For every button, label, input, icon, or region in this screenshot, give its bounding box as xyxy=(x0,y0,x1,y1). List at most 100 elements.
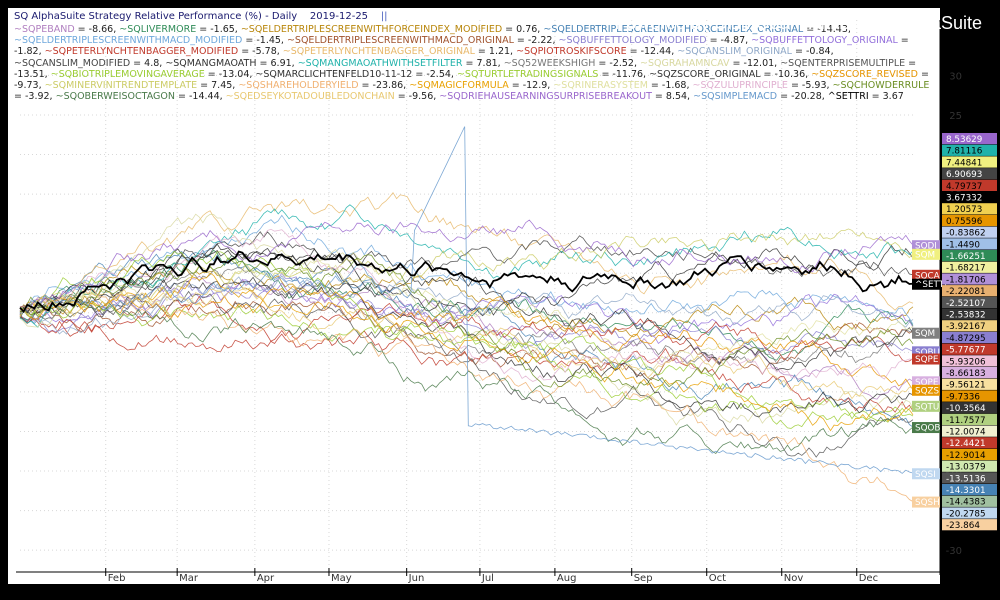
chart-date: 2019-12-25 xyxy=(309,11,369,22)
value-tag-label: -2.52107 xyxy=(946,299,986,309)
value-tag-label: -14.3301 xyxy=(946,486,986,496)
legend-entry-name: ~SQPETERLYNCHTENBAGGER_MODIFIED xyxy=(44,46,239,58)
line-end-tag-label: SQZS xyxy=(915,386,940,396)
legend-entry: ~SQEDSEYKOTADOUBLEDONCHAIN = -9.56, xyxy=(226,91,440,102)
line-end-tag-label: SQCA xyxy=(915,271,940,281)
legend-entry: ~SQMANGMAOATH = 6.91, xyxy=(165,58,297,69)
legend-entry-value: = 4.8, xyxy=(130,57,166,69)
value-tag xyxy=(942,472,997,484)
legend-entry-name: ~SQRINERASYSTEM xyxy=(553,80,648,92)
line-end-tag xyxy=(912,496,940,508)
legend-entry-value: = -23.86, xyxy=(358,80,410,92)
legend-entry-value: = -10.36, xyxy=(760,68,812,80)
legend-entry-value: = -5.78, xyxy=(238,46,283,58)
line-end-tag-label: SQTU xyxy=(915,402,939,412)
x-tick-label: Nov xyxy=(784,573,804,584)
legend-entry-value: = -8.66, xyxy=(74,24,120,35)
legend-entry: ~SQZSCORE_ORIGINAL = -10.36, xyxy=(649,69,811,80)
legend-entry: ~SQMINERVINITRENDTEMPLATE = 7.45, xyxy=(45,80,239,91)
legend-entry-value: = 6.91, xyxy=(256,57,298,69)
value-tag xyxy=(942,156,997,168)
legend-entry-value: = -5.93, xyxy=(787,80,833,92)
line-end-tag xyxy=(912,240,940,252)
value-tag xyxy=(942,402,997,414)
legend-entry-value: = -3.92, xyxy=(14,91,56,103)
value-tag-label: -1.81706 xyxy=(946,275,986,285)
legend-entry: ~SQMANGMAOATHWITHSETFILTER = 7.81, xyxy=(298,58,504,69)
legend-entry-name: ~SQPIOTROSKIFSCORE xyxy=(516,46,627,58)
value-tag-label: -12.4421 xyxy=(946,439,986,449)
legend-entry: ~SQZULUPRINCIPLE = -5.93, xyxy=(693,80,833,91)
legend-entry-value: = -9.73, xyxy=(14,68,929,92)
value-tag-label: 8.53629 xyxy=(946,135,982,145)
legend-entry-name: ~SQCHOWDERRULE xyxy=(832,80,930,92)
line-end-tag-label: SQM xyxy=(915,329,935,339)
value-tag xyxy=(942,226,997,238)
value-tag xyxy=(942,413,997,425)
legend-entry-value: = -12.44, xyxy=(626,46,678,58)
legend-entry: ~SQCANSLIM_ORIGINAL = -0.84, xyxy=(677,46,833,57)
legend-entry: ~SQLIVERMORE = -1.65, xyxy=(119,24,241,35)
legend-entry-name: ~SQBUFFETTOLOGY_ORIGINAL xyxy=(751,35,898,47)
value-tag xyxy=(942,425,997,437)
line-end-tag-label: ^SETTI xyxy=(915,280,947,290)
legend-entry: ~SQZSCORE_REVISED = -9.73, xyxy=(14,69,929,91)
value-tag xyxy=(942,507,997,519)
series-line-25 xyxy=(19,272,914,432)
legend-entry-value: = -11.76, xyxy=(598,68,650,80)
legend-entry-name: ~SQELDERTRIPLESCREENWITHMACD_MODIFIED xyxy=(14,35,243,47)
legend-entry: ~SQPETERLYNCHTENBAGGER_ORIGINAL = 1.21, xyxy=(283,46,516,57)
line-end-tag-label: SQM xyxy=(915,250,935,260)
x-tick-label: Apr xyxy=(257,573,275,584)
legend-entry: ~SQPEBAND = -8.66, xyxy=(14,24,119,35)
line-end-tag xyxy=(912,422,940,434)
series-line-15 xyxy=(19,266,914,366)
value-tag xyxy=(942,331,997,344)
series-legend: ~SQPEBAND = -8.66, ~SQLIVERMORE = -1.65,… xyxy=(14,24,934,102)
legend-entry-name: ~SQELDERTRIPLESCREENWITHMACD_ORIGINAL xyxy=(286,35,514,47)
value-tag-label: -12.0074 xyxy=(946,428,986,438)
line-end-tag xyxy=(912,278,940,290)
series-line-24 xyxy=(19,287,914,502)
line-end-tag xyxy=(912,248,940,260)
legend-entry-value: = -2.54, xyxy=(412,68,457,80)
legend-entry: ~SQRINERASYSTEM = -1.68, xyxy=(553,80,692,91)
value-tag xyxy=(942,261,997,273)
legend-entry-name: ~SQ52WEEKSHIGH xyxy=(503,57,596,69)
value-tag-label: -9.7336 xyxy=(946,392,980,402)
value-tag-label: 4.79737 xyxy=(946,182,982,192)
value-tag xyxy=(942,273,997,285)
legend-entry-value: = -12.01, xyxy=(729,57,781,69)
line-end-tag xyxy=(912,353,940,365)
legend-entry: ~SQENTERPRISEMULTIPLE = -13.51, xyxy=(14,58,916,80)
y-tick-label: 20 xyxy=(949,151,962,162)
legend-entry: ~SQELDERTRIPLESCREENWITHMACD_ORIGINAL = … xyxy=(287,35,559,46)
value-tag xyxy=(942,285,997,297)
legend-entry: ~SQPIOTROSKIFSCORE = -12.44, xyxy=(516,46,677,57)
value-tag xyxy=(942,390,997,402)
legend-entry-name: ~SQMANGMAOATH xyxy=(165,57,257,69)
line-end-tag-label: SQOB xyxy=(915,424,940,434)
legend-entry-value: = 7.81, xyxy=(462,57,504,69)
x-tick-label: Jul xyxy=(481,573,494,584)
legend-entry-value: = 3.67 xyxy=(868,91,904,103)
line-end-tag-label: SQPE xyxy=(915,378,938,388)
chart-marker: || xyxy=(380,11,388,22)
legend-entry: ~SQSHAREHOLDERYIELD = -23.86, xyxy=(238,80,409,91)
value-tag xyxy=(942,367,997,379)
value-tag xyxy=(942,191,997,203)
legend-entry-value: = -4.87, xyxy=(706,35,752,47)
x-tick-label: Aug xyxy=(557,573,577,584)
legend-entry: ~SQSIMPLEMACD = -20.28, xyxy=(693,91,828,102)
brand-banner: Powered by SiamQuant Amibroker AlphaSuit… xyxy=(614,13,982,33)
value-tag xyxy=(942,519,997,531)
legend-entry: ~SQDRIEHAUSEARNINGSURPRISEBREAKOUT = 8.5… xyxy=(439,91,693,102)
legend-entry: ~SQ52WEEKSHIGH = -2.52, xyxy=(504,58,640,69)
line-end-tag xyxy=(912,400,940,412)
line-end-tag xyxy=(912,376,940,388)
legend-entry-value: = 8.54, xyxy=(651,91,694,103)
value-tag xyxy=(942,343,997,355)
series-line-21 xyxy=(19,276,914,418)
value-tag xyxy=(942,448,997,461)
